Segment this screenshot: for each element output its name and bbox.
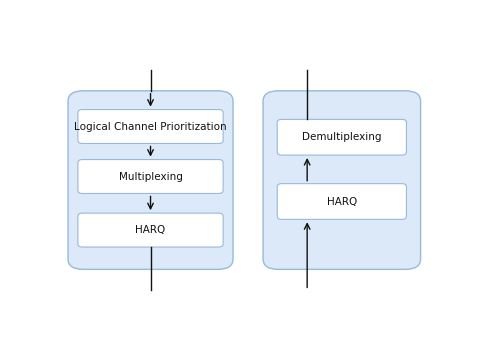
Text: Logical Channel Prioritization: Logical Channel Prioritization <box>74 121 227 132</box>
FancyBboxPatch shape <box>68 91 233 269</box>
Text: HARQ: HARQ <box>136 225 166 235</box>
FancyBboxPatch shape <box>78 213 223 247</box>
Text: Demultiplexing: Demultiplexing <box>302 132 381 142</box>
FancyBboxPatch shape <box>277 119 407 155</box>
Text: Multiplexing: Multiplexing <box>119 172 182 181</box>
Text: HARQ: HARQ <box>327 196 357 207</box>
FancyBboxPatch shape <box>263 91 421 269</box>
FancyBboxPatch shape <box>277 184 407 219</box>
FancyBboxPatch shape <box>78 160 223 193</box>
FancyBboxPatch shape <box>78 109 223 144</box>
